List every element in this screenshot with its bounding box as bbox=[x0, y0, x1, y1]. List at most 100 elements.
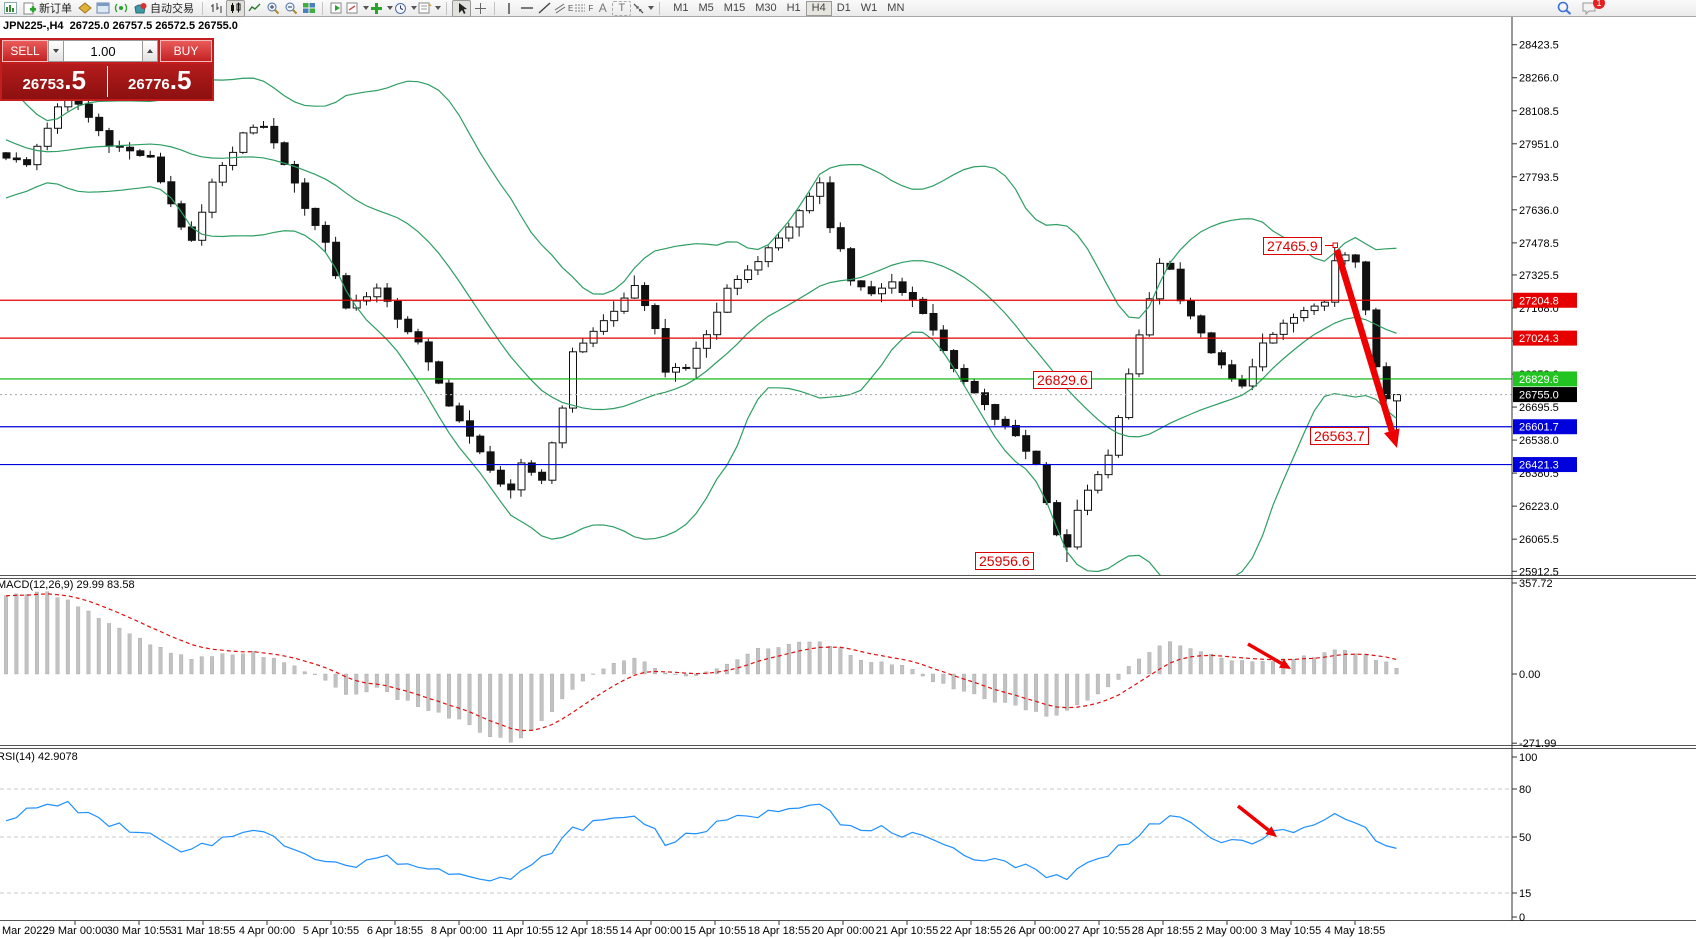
equidistant-channel-tool-icon[interactable]: E bbox=[554, 1, 573, 16]
macd-histogram-bar bbox=[1219, 657, 1224, 675]
candle-body bbox=[260, 125, 268, 128]
time-axis-label: 22 Apr 18:55 bbox=[940, 925, 1002, 937]
line-chart-mode-icon[interactable] bbox=[246, 1, 263, 16]
text-tool-icon[interactable]: A bbox=[594, 1, 611, 16]
vertical-line-tool-icon[interactable] bbox=[500, 1, 517, 16]
candle-body bbox=[847, 248, 856, 282]
trend-arrow[interactable] bbox=[1247, 642, 1283, 665]
candle-body bbox=[218, 164, 227, 183]
sell-price-main: 26753 bbox=[22, 76, 65, 93]
timeframe-m15[interactable]: M15 bbox=[723, 1, 746, 14]
timeframe-h1[interactable]: H1 bbox=[786, 1, 801, 14]
candle-body bbox=[939, 329, 948, 352]
price-annotation[interactable]: 26829.6 bbox=[1033, 371, 1092, 389]
volume-increase-button[interactable] bbox=[142, 40, 158, 62]
dropdown-caret-icon bbox=[648, 6, 655, 10]
volume-input[interactable]: 1.00 bbox=[64, 40, 142, 62]
signals-icon[interactable] bbox=[112, 1, 129, 16]
sell-price-display[interactable]: 26753 .5 bbox=[2, 64, 107, 99]
new-order-button[interactable]: 新订单 bbox=[20, 1, 75, 16]
down-arrow-icon bbox=[53, 49, 59, 53]
rsi-indicator-label: RSI(14) 42.9078 bbox=[0, 751, 78, 763]
zoom-in-icon[interactable] bbox=[264, 1, 281, 16]
price-annotation[interactable]: 25956.6 bbox=[975, 552, 1034, 570]
timeframe-m1[interactable]: M1 bbox=[673, 1, 689, 14]
price-annotation[interactable]: 26563.7 bbox=[1310, 427, 1369, 445]
fibonacci-tool-icon[interactable]: F bbox=[574, 1, 593, 16]
new-chart-icon[interactable] bbox=[328, 1, 345, 16]
timeframe-m5[interactable]: M5 bbox=[698, 1, 714, 14]
horizontal-line-tool-icon[interactable] bbox=[518, 1, 535, 16]
bar-chart-mode-icon[interactable] bbox=[208, 1, 225, 16]
macd-histogram-bar bbox=[1373, 660, 1378, 675]
axis-tick-label: 26223.0 bbox=[1519, 501, 1559, 513]
macd-histogram-bar bbox=[271, 657, 276, 675]
macd-histogram-bar bbox=[1147, 652, 1152, 675]
axis-tick-label: 357.72 bbox=[1519, 578, 1553, 590]
axis-tick-label: 15 bbox=[1519, 888, 1531, 900]
trend-arrow[interactable] bbox=[1333, 249, 1395, 432]
market-watch-icon[interactable] bbox=[76, 1, 93, 16]
tile-windows-icon[interactable] bbox=[300, 1, 317, 16]
macd-histogram-bar bbox=[580, 673, 585, 682]
add-indicator-icon[interactable] bbox=[370, 1, 393, 16]
timeframe-d1[interactable]: D1 bbox=[836, 1, 851, 14]
buy-price-display[interactable]: 26776 .5 bbox=[108, 64, 213, 99]
autotrading-button[interactable]: 自动交易 bbox=[130, 1, 197, 16]
timeframe-clock-icon[interactable] bbox=[394, 1, 417, 16]
data-window-icon[interactable] bbox=[94, 1, 111, 16]
candle-body bbox=[321, 224, 330, 243]
macd-histogram-bar bbox=[1229, 660, 1234, 675]
time-axis-label: 31 Mar 18:55 bbox=[171, 925, 236, 937]
timeframe-h4[interactable]: H4 bbox=[805, 0, 832, 16]
trend-arrow[interactable] bbox=[1236, 804, 1270, 832]
macd-histogram-bar bbox=[323, 673, 328, 681]
cursor-tool-icon[interactable] bbox=[452, 0, 471, 17]
macd-histogram-bar bbox=[951, 673, 956, 690]
buy-button[interactable]: BUY bbox=[160, 40, 212, 62]
crosshair-tool-icon[interactable] bbox=[472, 1, 489, 16]
autotrading-icon bbox=[134, 2, 147, 13]
macd-histogram-bar bbox=[96, 618, 101, 675]
candle-body bbox=[548, 442, 557, 481]
macd-histogram-bar bbox=[632, 657, 637, 675]
axis-price-badge bbox=[1513, 292, 1577, 308]
timeframe-m30[interactable]: M30 bbox=[755, 1, 777, 14]
candle-body bbox=[1310, 305, 1319, 312]
zoom-out-icon[interactable] bbox=[282, 1, 299, 16]
axis-tick-label: 26538.0 bbox=[1519, 435, 1559, 447]
candle-body bbox=[1094, 474, 1103, 491]
timeframe-mn[interactable]: MN bbox=[887, 1, 905, 14]
sell-button[interactable]: SELL bbox=[2, 40, 48, 62]
price-divider bbox=[106, 66, 108, 97]
candle-body bbox=[1300, 310, 1309, 319]
axis-tick-label: 28423.5 bbox=[1519, 40, 1559, 52]
chart-profiles-icon[interactable] bbox=[346, 1, 369, 16]
timeframe-w1[interactable]: W1 bbox=[860, 1, 878, 14]
candlestick-mode-icon[interactable] bbox=[226, 0, 245, 17]
trend-arrow-head bbox=[1279, 659, 1291, 669]
label-tool-icon[interactable]: T bbox=[612, 0, 632, 16]
macd-histogram-bar bbox=[405, 673, 410, 701]
candle-body bbox=[208, 181, 217, 213]
search-icon[interactable] bbox=[1556, 1, 1573, 16]
templates-icon[interactable] bbox=[418, 1, 441, 16]
arrows-tool-icon[interactable] bbox=[632, 1, 655, 16]
price-annotation[interactable]: 27465.9 bbox=[1263, 237, 1322, 255]
macd-histogram-bar bbox=[1198, 651, 1203, 675]
candle-body bbox=[404, 318, 413, 333]
candle-body bbox=[589, 330, 598, 344]
bollinger-band-line bbox=[5, 182, 1397, 576]
candle-body bbox=[1259, 342, 1268, 368]
candle-body bbox=[661, 328, 670, 373]
trendline-tool-icon[interactable] bbox=[536, 1, 553, 16]
macd-histogram-bar bbox=[86, 610, 91, 675]
macd-histogram-bar bbox=[1384, 661, 1389, 675]
buy-price-main: 26776 bbox=[128, 76, 170, 93]
candle-body bbox=[1331, 260, 1340, 303]
notifications-chat-icon[interactable]: 1 bbox=[1581, 0, 1605, 16]
buy-price-frac: .5 bbox=[169, 65, 192, 95]
chart-window-icon[interactable] bbox=[2, 1, 19, 16]
volume-decrease-button[interactable] bbox=[48, 40, 64, 62]
